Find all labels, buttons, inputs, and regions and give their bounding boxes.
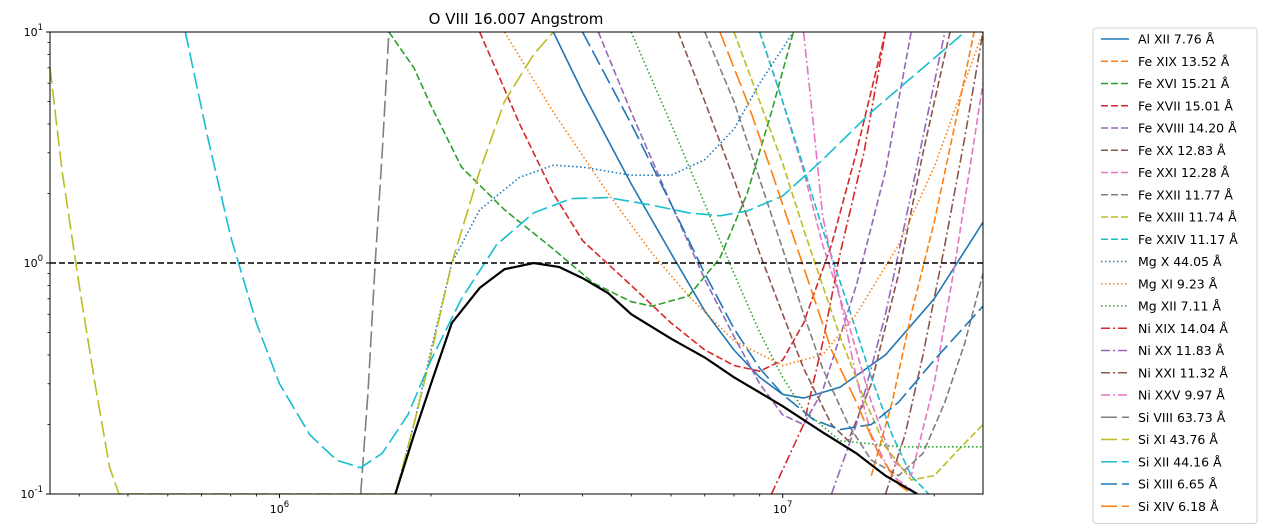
series-line-mg-x-44-05 — [394, 32, 795, 494]
legend-label-si-xii-44-16: Si XII 44.16 Å — [1138, 454, 1222, 469]
legend-label-fe-xx-12-83: Fe XX 12.83 Å — [1138, 143, 1226, 158]
legend-label-si-xiii-6-65: Si XIII 6.65 Å — [1138, 477, 1218, 492]
legend-label-fe-xxii-11-77: Fe XXII 11.77 Å — [1138, 187, 1233, 202]
y-tick-label: 101 — [24, 23, 43, 39]
legend-label-fe-xviii-14-20: Fe XVIII 14.20 Å — [1138, 121, 1237, 136]
series-layer — [50, 32, 983, 494]
series-line-fe-xx-12-83 — [677, 32, 951, 443]
series-line-fe-xxiii-11-74 — [733, 32, 983, 481]
legend-label-ni-xix-14-04: Ni XIX 14.04 Å — [1138, 321, 1228, 336]
legend-label-si-viii-63-73: Si VIII 63.73 Å — [1138, 410, 1226, 425]
envelope-line — [394, 261, 918, 494]
legend-label-si-xiv-6-18: Si XIV 6.18 Å — [1138, 499, 1219, 514]
legend-label-si-xi-43-76: Si XI 43.76 Å — [1138, 432, 1218, 447]
series-line-ni-xx-11-83 — [830, 32, 946, 494]
legend-label-ni-xx-11-83: Ni XX 11.83 Å — [1138, 343, 1225, 358]
series-line-ni-xix-14-04 — [770, 32, 887, 494]
y-tick-label: 10-1 — [21, 485, 43, 501]
legend-label-ni-xxi-11-32: Ni XXI 11.32 Å — [1138, 365, 1228, 380]
series-line-al-xii-7-76 — [552, 32, 983, 399]
legend-label-fe-xvi-15-21: Fe XVI 15.21 Å — [1138, 76, 1230, 91]
series-line-fe-xix-13-52 — [870, 32, 975, 476]
legend-label-fe-xxiv-11-17: Fe XXIV 11.17 Å — [1138, 232, 1238, 247]
series-line-si-xiii-6-65 — [581, 32, 983, 431]
y-tick-label: 100 — [24, 254, 43, 270]
axes-layer: 106 107 10-1 100 101 — [21, 23, 935, 516]
series-line-si-xii-44-16 — [184, 32, 966, 469]
legend-label-ni-xxv-9-97: Ni XXV 9.97 Å — [1138, 388, 1225, 403]
legend-label-fe-xvii-15-01: Fe XVII 15.01 Å — [1138, 98, 1233, 113]
legend-label-mg-xii-7-11: Mg XII 7.11 Å — [1138, 299, 1221, 314]
series-line-mg-xii-7-11 — [630, 32, 983, 448]
series-line-si-xi-43-76 — [50, 32, 554, 494]
legend-label-mg-xi-9-23: Mg XI 9.23 Å — [1138, 276, 1218, 291]
legend-frame — [1092, 27, 1258, 524]
series-line-fe-xxii-11-77 — [704, 32, 983, 477]
series-line-ni-xxi-11-32 — [884, 32, 983, 494]
legend: Al XII 7.76 Å Fe XIX 13.52 Å Fe XVI 15.21 … — [1092, 27, 1258, 524]
legend-label-fe-xxi-12-28: Fe XXI 12.28 Å — [1138, 165, 1230, 180]
legend-label-al-xii-7-76: Al XII 7.76 Å — [1138, 32, 1215, 47]
series-line-fe-xxi-12-28 — [758, 32, 983, 478]
series-line-fe-xxiv-11-17 — [758, 32, 930, 494]
legend-label-fe-xxiii-11-74: Fe XXIII 11.74 Å — [1138, 210, 1237, 225]
legend-label-fe-xix-13-52: Fe XIX 13.52 Å — [1138, 54, 1230, 69]
plot-frame — [49, 31, 984, 495]
series-line-si-xiv-6-18 — [719, 32, 912, 494]
chart-title: O VIII 16.007 Angstrom — [429, 10, 604, 28]
series-line-fe-xvi-15-21 — [388, 32, 795, 308]
series-line-mg-xi-9-23 — [503, 32, 983, 367]
x-tick-label: 107 — [773, 500, 792, 516]
x-tick-label: 106 — [270, 500, 289, 516]
legend-label-mg-x-44-05: Mg X 44.05 Å — [1138, 254, 1222, 269]
